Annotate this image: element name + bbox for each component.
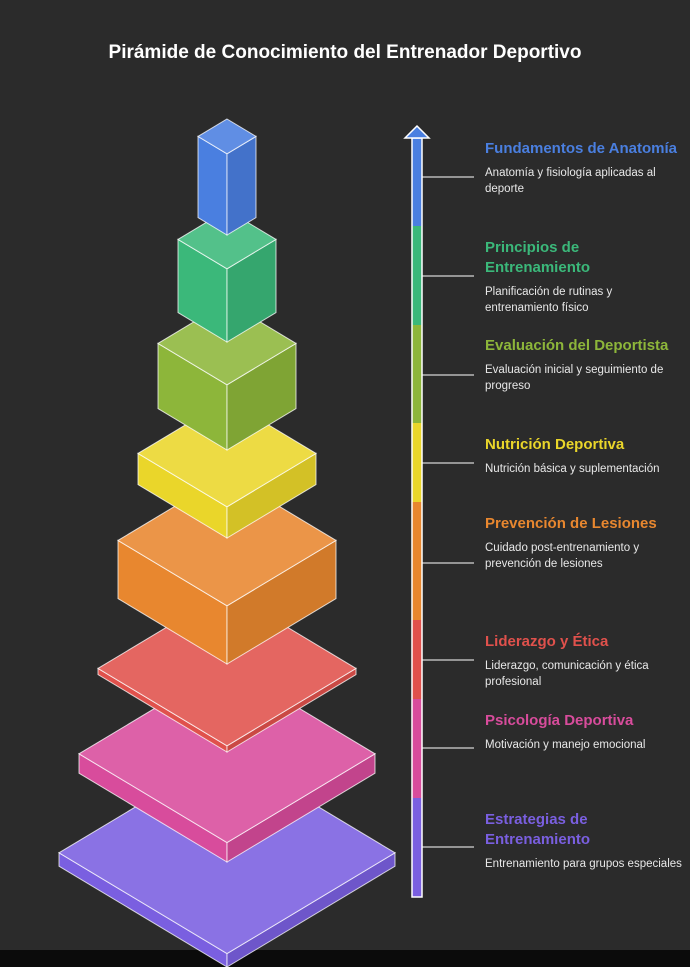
pyramid-level-4 <box>137 399 317 539</box>
level-title: Principios de Entrenamiento <box>485 239 591 276</box>
arrow-segment <box>412 325 422 423</box>
level-description: Entrenamiento para grupos especiales <box>485 858 682 870</box>
pyramid-level-1 <box>197 118 257 236</box>
progress-arrow <box>403 124 431 898</box>
arrow-segment <box>412 226 422 325</box>
level-title: Evaluación del Deportista <box>485 337 669 354</box>
level-description: Nutrición básica y suplementación <box>485 463 660 475</box>
pyramid-level-2 <box>177 209 277 343</box>
level-label-7: Psicología Deportiva Motivación y manejo … <box>485 711 685 754</box>
arrow-head-icon <box>403 124 431 139</box>
pyramid-level-7 <box>78 664 376 863</box>
level-title: Fundamentos de Anatomía <box>485 140 677 157</box>
pyramid-level-3 <box>157 301 297 451</box>
arrow-segment <box>412 798 422 897</box>
level-label-1: Fundamentos de Anatomía Anatomía y fisiol… <box>485 139 685 197</box>
level-label-3: Evaluación del Deportista Evaluación inic… <box>485 336 685 394</box>
level-title: Psicología Deportiva <box>485 712 634 729</box>
level-title: Liderazgo y Ética <box>485 633 609 650</box>
arrow-segment <box>412 699 422 798</box>
level-title: Prevención de Lesiones <box>485 515 657 532</box>
level-top-face <box>177 209 277 270</box>
arrow-segment <box>412 138 422 226</box>
level-top-face <box>137 399 317 508</box>
level-label-8: Estrategias de Entrenamiento Entrenamient… <box>485 810 685 873</box>
level-top-face <box>197 118 257 155</box>
page-title: Pirámide de Conocimiento del Entrenador … <box>108 42 582 63</box>
level-top-face <box>78 664 376 844</box>
level-description: Liderazgo, comunicación y ética profesio… <box>485 660 649 688</box>
level-description: Anatomía y fisiología aplicadas al depor… <box>485 167 656 195</box>
level-top-face <box>97 590 357 747</box>
pyramid-level-6 <box>97 590 357 753</box>
level-title: Estrategias de Entrenamiento <box>485 811 591 848</box>
arrow-segment <box>412 502 422 620</box>
level-label-6: Liderazgo y Ética Liderazgo, comunicación… <box>485 632 685 690</box>
level-label-4: Nutrición Deportiva Nutrición básica y su… <box>485 435 685 478</box>
level-description: Motivación y manejo emocional <box>485 739 646 751</box>
level-label-2: Principios de Entrenamiento Planificación… <box>485 238 685 316</box>
level-top-face <box>157 301 297 386</box>
arrow-segment <box>412 423 422 502</box>
level-description: Planificación de rutinas y entrenamiento… <box>485 286 613 314</box>
pyramid-level-5 <box>117 474 337 665</box>
arrow-segment <box>412 620 422 699</box>
level-label-5: Prevención de Lesiones Cuidado post-entre… <box>485 514 685 572</box>
level-description: Cuidado post-entrenamiento y prevención … <box>485 542 640 570</box>
level-description: Evaluación inicial y seguimiento de prog… <box>485 364 664 392</box>
level-title: Nutrición Deportiva <box>485 436 625 453</box>
bottom-strip <box>0 950 690 967</box>
level-top-face <box>117 474 337 607</box>
